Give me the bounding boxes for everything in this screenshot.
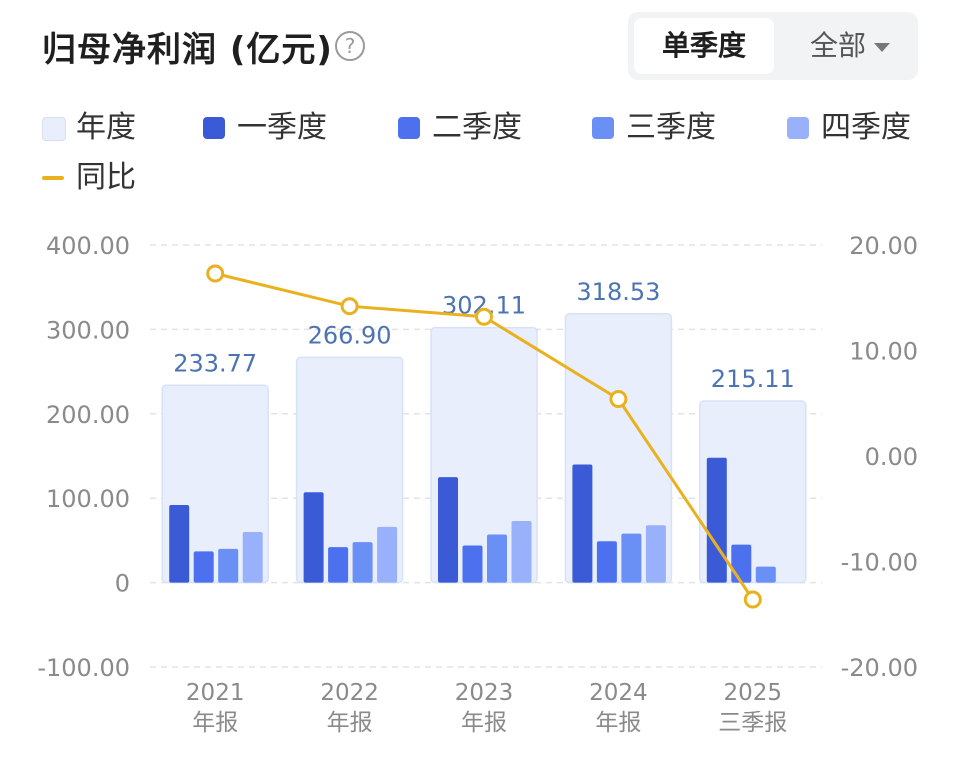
legend-label: 年度 (76, 110, 136, 145)
x-tick-label-period: 三季报 (718, 710, 787, 736)
y-left-tick-label: -100.00 (37, 654, 130, 682)
annual-bar (699, 400, 807, 584)
y-left-tick-label: 400.00 (46, 232, 130, 260)
quarter-bar (572, 464, 593, 583)
y-right-tick-label: 20.00 (849, 232, 918, 260)
tab-all-dropdown[interactable]: 全部 (788, 18, 912, 74)
legend-label: 一季度 (237, 110, 327, 145)
quarter-bar (706, 457, 727, 583)
quarter-bar (487, 534, 507, 583)
y-left-tick-label: 200.00 (46, 401, 130, 429)
quarter-bar (352, 542, 373, 583)
y-left-tick-label: 100.00 (46, 485, 130, 513)
legend-swatch (42, 117, 66, 141)
x-tick-label-period: 年报 (327, 710, 373, 736)
legend-label: 二季度 (432, 110, 522, 145)
quarter-bar (731, 544, 752, 583)
x-tick-label-period: 年报 (595, 710, 641, 736)
quarter-bar (596, 541, 617, 583)
quarter-bar (755, 566, 776, 583)
quarter-bar (193, 551, 214, 583)
x-tick-label-period: 年报 (192, 710, 238, 736)
page-title: 归母净利润 (亿元) (42, 30, 333, 70)
legend-swatch (787, 117, 809, 139)
annual-value-label: 233.77 (173, 349, 257, 377)
yoy-point (743, 590, 762, 609)
quarter-bar (462, 545, 483, 583)
annual-bar (295, 356, 404, 584)
quarter-bar (511, 520, 532, 583)
chevron-down-icon (874, 42, 890, 52)
quarter-bar (377, 526, 398, 583)
yoy-point (206, 264, 225, 283)
y-left-tick-label: 0 (115, 570, 130, 598)
quarter-bar (645, 525, 666, 583)
x-tick-label-year: 2021 (186, 680, 245, 706)
y-right-tick-label: 0.00 (865, 443, 918, 471)
x-tick-label-year: 2023 (455, 680, 514, 706)
yoy-point (340, 297, 359, 316)
legend-swatch (398, 117, 420, 139)
legend-label: 同比 (76, 160, 136, 195)
legend-swatch (592, 117, 614, 139)
legend-label: 四季度 (821, 110, 911, 145)
x-tick-label-year: 2025 (724, 680, 783, 706)
x-tick-label-period: 年报 (461, 710, 507, 736)
help-icon[interactable]: ? (335, 31, 365, 61)
quarter-bar (328, 547, 349, 583)
period-toggle: 单季度 全部 (628, 12, 918, 80)
quarter-bar (303, 492, 324, 583)
tab-single-quarter[interactable]: 单季度 (634, 18, 774, 74)
yoy-line (214, 272, 755, 601)
annual-value-label: 302.11 (442, 292, 526, 320)
annual-value-label: 215.11 (711, 365, 795, 393)
annual-value-label: 318.53 (576, 278, 660, 306)
y-right-tick-label: -10.00 (841, 549, 918, 577)
quarter-bar (438, 477, 458, 583)
yoy-point (475, 307, 493, 326)
x-tick-label-year: 2024 (589, 680, 648, 706)
legend-label: 三季度 (626, 110, 716, 145)
legend-swatch (42, 176, 64, 180)
tab-all-label: 全部 (809, 29, 866, 62)
x-tick-label-year: 2022 (320, 680, 379, 706)
annual-bar (430, 326, 538, 584)
legend-swatch (203, 117, 225, 139)
yoy-point (609, 390, 628, 409)
y-right-tick-label: -20.00 (841, 654, 918, 682)
y-right-tick-label: 10.00 (849, 338, 918, 366)
quarter-bar (169, 504, 190, 583)
quarter-bar (621, 533, 642, 583)
y-left-tick-label: 300.00 (46, 316, 130, 344)
quarter-bar (242, 531, 263, 583)
annual-value-label: 266.90 (308, 321, 392, 349)
quarter-bar (218, 548, 239, 583)
annual-bar (161, 384, 269, 584)
annual-bar (564, 313, 673, 584)
